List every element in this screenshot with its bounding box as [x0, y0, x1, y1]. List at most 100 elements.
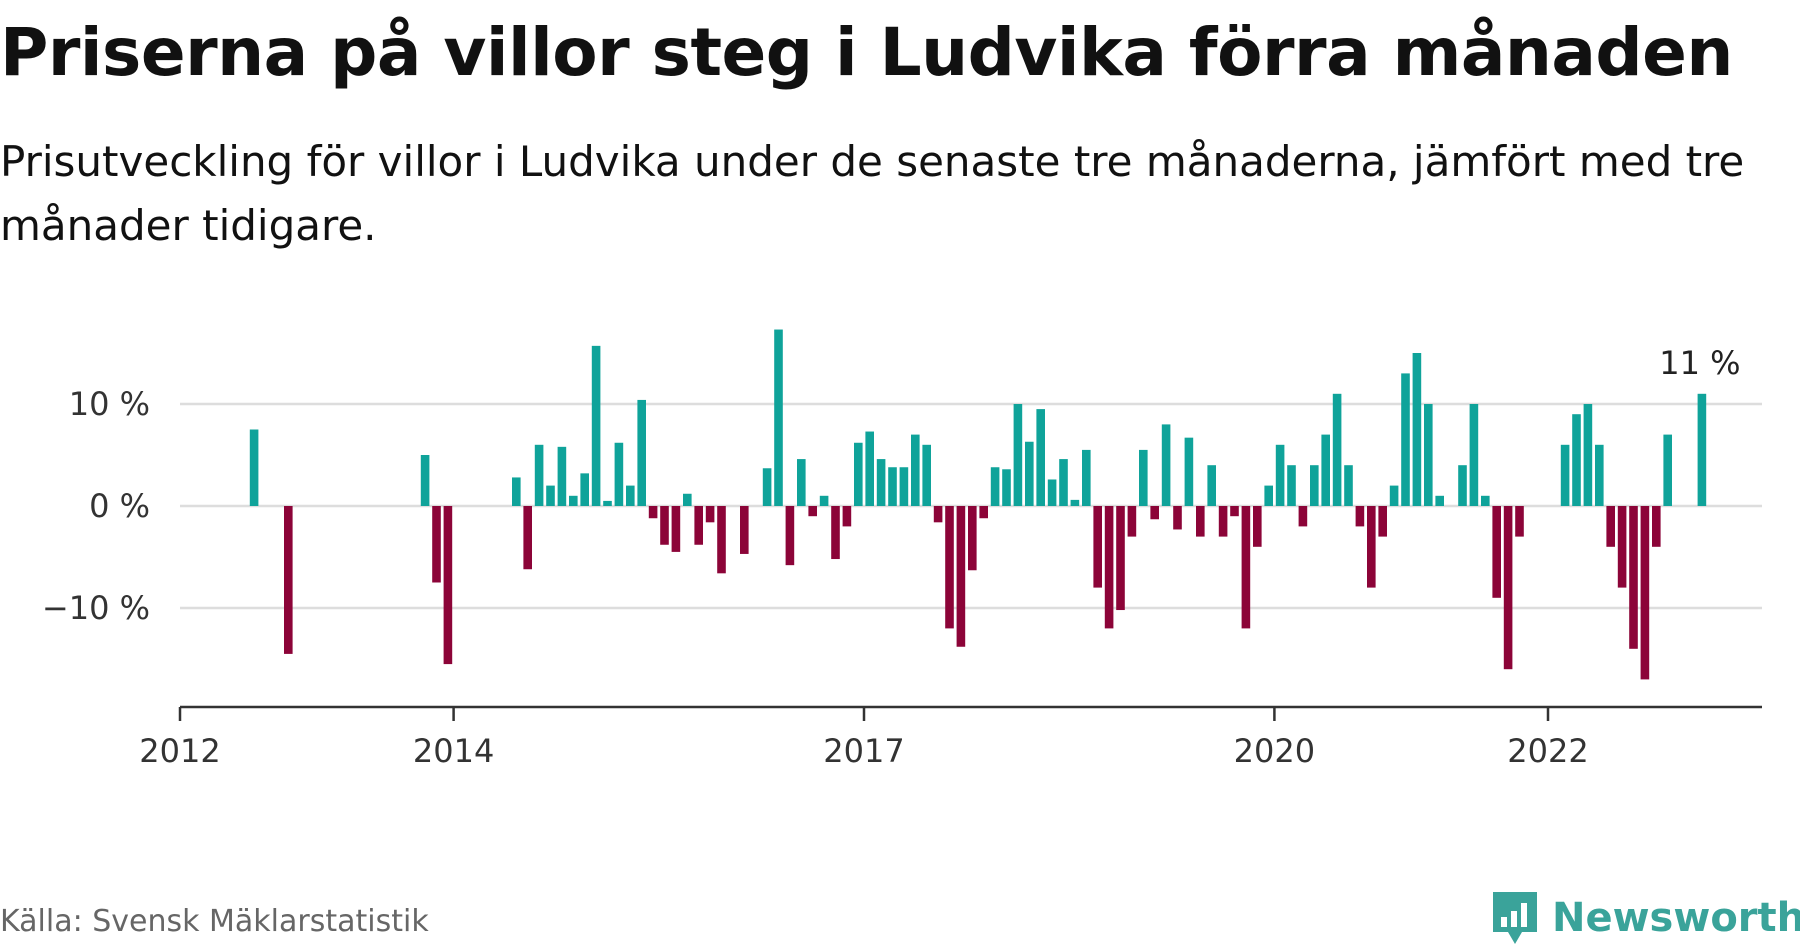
bar-2019-07: [1207, 465, 1216, 506]
bar-2022-04: [1583, 404, 1593, 506]
x-tick-label: 2012: [139, 732, 220, 770]
bar-2020-11: [1389, 485, 1399, 506]
y-tick-label: 0 %: [89, 487, 150, 525]
bar-2022-08: [1629, 506, 1638, 649]
bar-2016-04: [762, 468, 772, 506]
chart-title: Priserna på villor steg i Ludvika förra …: [0, 14, 1733, 91]
bar-2014-06: [512, 477, 521, 506]
bar-2018-04: [1036, 409, 1045, 506]
bar-2015-10: [694, 506, 703, 545]
x-tick-label: 2020: [1234, 732, 1315, 770]
bar-2016-06: [785, 506, 795, 566]
bar-2022-06: [1606, 506, 1615, 547]
x-axis: 2012 2014 2017 2020 2022: [139, 705, 1762, 770]
bar-2019-10: [1241, 506, 1251, 629]
bar-2021-06: [1469, 404, 1479, 506]
bar-2020-05: [1321, 434, 1330, 506]
bar-2014-11: [569, 495, 578, 506]
bar-2017-05: [911, 434, 920, 506]
bar-2017-07: [933, 506, 943, 523]
bar-2021-07: [1481, 495, 1490, 506]
bar-2020-02: [1287, 465, 1296, 506]
bar-2015-04: [626, 485, 635, 506]
bar-2015-11: [705, 506, 715, 523]
bar-2019-11: [1253, 506, 1262, 547]
annotations: 11 %: [1659, 344, 1740, 382]
bar-2019-12: [1264, 485, 1273, 506]
bar-2015-03: [614, 442, 624, 506]
bar-2014-08: [534, 444, 544, 506]
bar-2021-03: [1435, 495, 1444, 506]
bar-2018-09: [1093, 506, 1102, 588]
bar-2021-09: [1503, 506, 1513, 670]
bar-2015-08: [671, 506, 681, 552]
bar-2014-07: [523, 506, 532, 570]
bar-2013-12: [443, 506, 453, 665]
bar-2016-10: [831, 506, 840, 560]
bar-2012-07: [249, 429, 259, 506]
bar-2017-06: [922, 444, 931, 506]
bar-2016-07: [797, 459, 806, 506]
bar-2020-09: [1367, 506, 1376, 588]
bar-2019-06: [1196, 506, 1205, 537]
bar-2018-10: [1104, 506, 1114, 629]
bar-2015-01: [591, 345, 601, 506]
bar-2019-03: [1161, 424, 1171, 506]
bar-2016-11: [842, 506, 852, 527]
bar-chart-speech-bubble-icon: [1493, 892, 1537, 944]
y-tick-label: −10 %: [42, 589, 150, 627]
bar-2017-10: [968, 506, 977, 571]
bar-2020-01: [1275, 444, 1285, 506]
bar-2018-03: [1025, 441, 1034, 506]
chart-subtitle: Prisutveckling för villor i Ludvika unde…: [0, 137, 1745, 250]
x-tick-label: 2022: [1507, 732, 1588, 770]
bar-2019-01: [1139, 449, 1148, 506]
bar-2015-12: [717, 506, 726, 574]
bar-2018-01: [1002, 469, 1011, 506]
bar-2020-12: [1401, 373, 1410, 506]
bar-2012-10: [284, 506, 293, 654]
y-tick-label: 10 %: [69, 385, 150, 423]
bar-2016-05: [774, 329, 783, 506]
brand-logo[interactable]: Newsworthy: [1490, 885, 1800, 951]
bar-2016-08: [808, 506, 817, 517]
bar-2020-10: [1378, 506, 1387, 537]
bar-2018-12: [1127, 506, 1137, 537]
bar-2015-05: [637, 399, 646, 506]
bar-2021-02: [1424, 404, 1433, 506]
source-note: Källa: Svensk Mäklarstatistik: [0, 904, 429, 939]
latest-value-label: 11 %: [1659, 344, 1740, 382]
bar-2017-08: [945, 506, 954, 629]
bar-2022-02: [1560, 444, 1570, 506]
bar-2013-11: [432, 506, 441, 583]
bar-chart: 2012 2014 2017 2020 2022 10 % 0 % −10 % 11 %: [42, 329, 1762, 770]
brand-name: Newsworthy: [1552, 895, 1800, 941]
bar-2022-05: [1595, 444, 1604, 506]
bar-2017-03: [888, 467, 897, 506]
bar-2016-02: [740, 506, 749, 554]
bar-2017-01: [865, 431, 874, 506]
bar-series: [249, 329, 1707, 680]
bar-2017-02: [876, 459, 886, 506]
bar-2018-02: [1013, 404, 1023, 506]
bar-2020-03: [1298, 506, 1308, 527]
bar-2022-11: [1663, 434, 1672, 506]
bar-2014-12: [580, 473, 589, 506]
bar-2022-07: [1617, 506, 1627, 588]
bar-2015-09: [683, 493, 692, 506]
bar-2021-10: [1515, 506, 1524, 537]
bar-2016-09: [819, 495, 829, 506]
bar-2022-10: [1652, 506, 1661, 547]
bar-2018-06: [1059, 459, 1068, 506]
bar-2019-05: [1184, 437, 1194, 506]
bar-2017-11: [979, 506, 988, 519]
bar-2018-05: [1047, 479, 1057, 506]
bar-2017-04: [899, 467, 909, 506]
bar-2014-10: [557, 446, 567, 506]
bar-2014-09: [546, 485, 555, 506]
bar-2018-07: [1070, 499, 1080, 506]
bar-2021-01: [1412, 353, 1422, 506]
x-tick-label: 2014: [413, 732, 494, 770]
bar-2020-08: [1355, 506, 1365, 527]
bar-2015-02: [603, 500, 612, 506]
